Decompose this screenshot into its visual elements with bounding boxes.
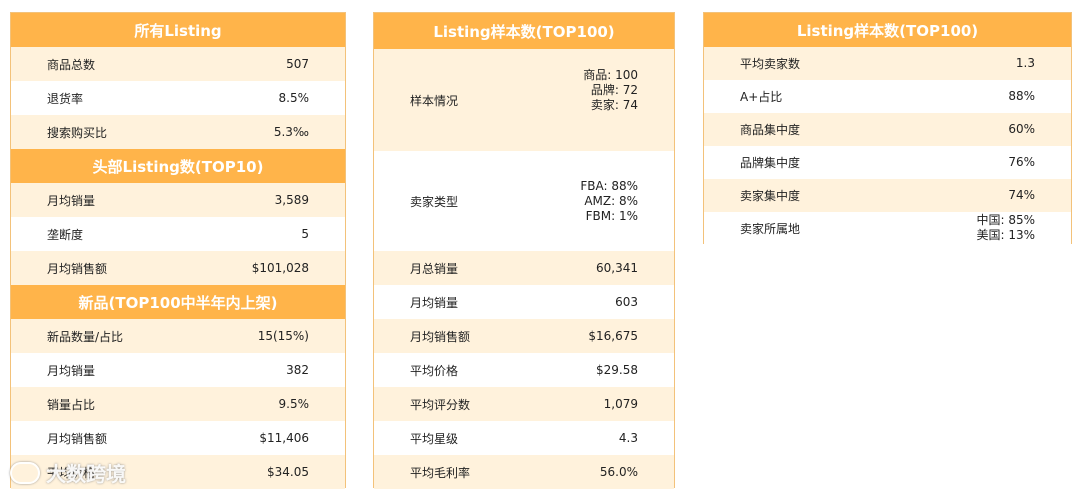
table-row: 平均价格 $34.05 xyxy=(11,455,345,489)
row-value: 74% xyxy=(1008,188,1035,202)
row-value: 4.3 xyxy=(618,430,638,445)
row-value: $11,406 xyxy=(259,430,309,445)
seller-type-row: 卖家类型 FBA: 88% AMZ: 8% FBM: 1% xyxy=(374,151,674,251)
seller-type-line: AMZ: 8% xyxy=(584,193,638,208)
new-products-title: 新品(TOP100中半年内上架) xyxy=(11,285,345,319)
row-value: 5 xyxy=(301,226,309,241)
row-value: 8.5% xyxy=(278,90,310,105)
row-value: 88% xyxy=(1008,89,1035,103)
watermark-logo-icon xyxy=(10,461,40,484)
table-row: 垄断度 5 xyxy=(11,217,345,251)
row-label: 销量占比 xyxy=(47,397,96,412)
row-value: $34.05 xyxy=(267,464,309,479)
table-row: 新品数量/占比 15(15%) xyxy=(11,319,345,353)
concentration-panel: Listing样本数(TOP100) 平均卖家数 1.3 A+占比 88% 商品… xyxy=(703,12,1072,244)
table-row: 商品集中度 60% xyxy=(704,113,1071,146)
row-label: 月均销量 xyxy=(47,363,96,378)
table-row: 月均销量 3,589 xyxy=(11,183,345,217)
row-value: 60,341 xyxy=(596,260,638,275)
row-label: 平均价格 xyxy=(47,465,96,480)
row-label: 月均销量 xyxy=(47,193,96,208)
row-label: 月总销量 xyxy=(410,261,459,276)
watermark-text: 大数跨境 xyxy=(46,462,126,486)
sample-panel-title: Listing样本数(TOP100) xyxy=(374,13,674,49)
table-row: 商品总数 507 xyxy=(11,47,345,81)
seller-location-row: 卖家所属地 中国: 85% 美国: 13% xyxy=(704,212,1071,244)
row-label: 平均卖家数 xyxy=(740,57,801,71)
table-row: A+占比 88% xyxy=(704,80,1071,113)
row-label: 卖家集中度 xyxy=(740,189,801,203)
sample-panel: Listing样本数(TOP100) 样本情况 商品: 100 品牌: 72 卖… xyxy=(373,12,675,489)
table-row: 平均毛利率 56.0% xyxy=(374,455,674,489)
row-value: $16,675 xyxy=(588,328,638,343)
seller-type-line: FBA: 88% xyxy=(580,178,638,193)
row-label: 垄断度 xyxy=(47,227,84,242)
row-value: 603 xyxy=(615,294,638,309)
row-label: 搜索购买比 xyxy=(47,125,108,140)
row-label: 商品集中度 xyxy=(740,123,801,137)
top10-title: 头部Listing数(TOP10) xyxy=(11,149,345,183)
row-label: A+占比 xyxy=(740,90,783,104)
seller-location-values: 中国: 85% 美国: 13% xyxy=(976,213,1035,243)
row-label: 平均毛利率 xyxy=(410,465,471,480)
row-value: 76% xyxy=(1008,155,1035,169)
location-line: 中国: 85% xyxy=(976,213,1035,227)
concentration-panel-title: Listing样本数(TOP100) xyxy=(704,13,1071,47)
row-label: 品牌集中度 xyxy=(740,156,801,170)
row-value: 507 xyxy=(286,56,309,71)
row-value: 60% xyxy=(1008,122,1035,136)
sample-row: 样本情况 商品: 100 品牌: 72 卖家: 74 xyxy=(374,49,674,151)
table-row: 月总销量 60,341 xyxy=(374,251,674,285)
sample-line: 卖家: 74 xyxy=(590,97,638,112)
row-value: 9.5% xyxy=(278,396,310,411)
row-label: 样本情况 xyxy=(410,93,459,108)
row-label: 新品数量/占比 xyxy=(47,329,124,344)
row-value: 15(15%) xyxy=(257,328,309,343)
table-row: 退货率 8.5% xyxy=(11,81,345,115)
sample-values: 商品: 100 品牌: 72 卖家: 74 xyxy=(583,68,638,113)
table-row: 平均卖家数 1.3 xyxy=(704,47,1071,80)
row-label: 月均销售额 xyxy=(47,431,108,446)
row-value: $29.58 xyxy=(596,362,638,377)
row-label: 月均销售额 xyxy=(47,261,108,276)
row-label: 月均销量 xyxy=(410,295,459,310)
table-row: 月均销量 603 xyxy=(374,285,674,319)
row-value: $101,028 xyxy=(251,260,309,275)
row-value: 1.3 xyxy=(1015,56,1035,70)
row-label: 退货率 xyxy=(47,91,84,106)
row-value: 3,589 xyxy=(274,192,309,207)
row-label: 月均销售额 xyxy=(410,329,471,344)
row-label: 平均价格 xyxy=(410,363,459,378)
table-row: 销量占比 9.5% xyxy=(11,387,345,421)
sample-line: 商品: 100 xyxy=(583,67,638,82)
table-row: 月均销售额 $101,028 xyxy=(11,251,345,285)
table-row: 平均星级 4.3 xyxy=(374,421,674,455)
location-line: 美国: 13% xyxy=(976,228,1035,242)
table-row: 月均销售额 $11,406 xyxy=(11,421,345,455)
table-row: 品牌集中度 76% xyxy=(704,146,1071,179)
table-row: 卖家集中度 74% xyxy=(704,179,1071,212)
table-row: 月均销量 382 xyxy=(11,353,345,387)
row-label: 卖家所属地 xyxy=(740,221,801,236)
table-row: 搜索购买比 5.3‰ xyxy=(11,115,345,149)
row-label: 卖家类型 xyxy=(410,194,459,209)
all-listing-title: 所有Listing xyxy=(11,13,345,47)
sample-line: 品牌: 72 xyxy=(590,82,638,97)
row-value: 382 xyxy=(286,362,309,377)
seller-type-line: FBM: 1% xyxy=(585,208,638,223)
table-row: 月均销售额 $16,675 xyxy=(374,319,674,353)
row-label: 商品总数 xyxy=(47,57,96,72)
row-value: 1,079 xyxy=(603,396,638,411)
seller-type-values: FBA: 88% AMZ: 8% FBM: 1% xyxy=(580,179,638,224)
watermark: 大数跨境 xyxy=(10,458,126,487)
table-row: 平均评分数 1,079 xyxy=(374,387,674,421)
row-value: 56.0% xyxy=(599,464,638,479)
all-listing-panel: 所有Listing 商品总数 507 退货率 8.5% 搜索购买比 5.3‰ 头… xyxy=(10,12,346,489)
table-row: 平均价格 $29.58 xyxy=(374,353,674,387)
row-label: 平均评分数 xyxy=(410,397,471,412)
row-value: 5.3‰ xyxy=(273,124,309,139)
row-label: 平均星级 xyxy=(410,431,459,446)
